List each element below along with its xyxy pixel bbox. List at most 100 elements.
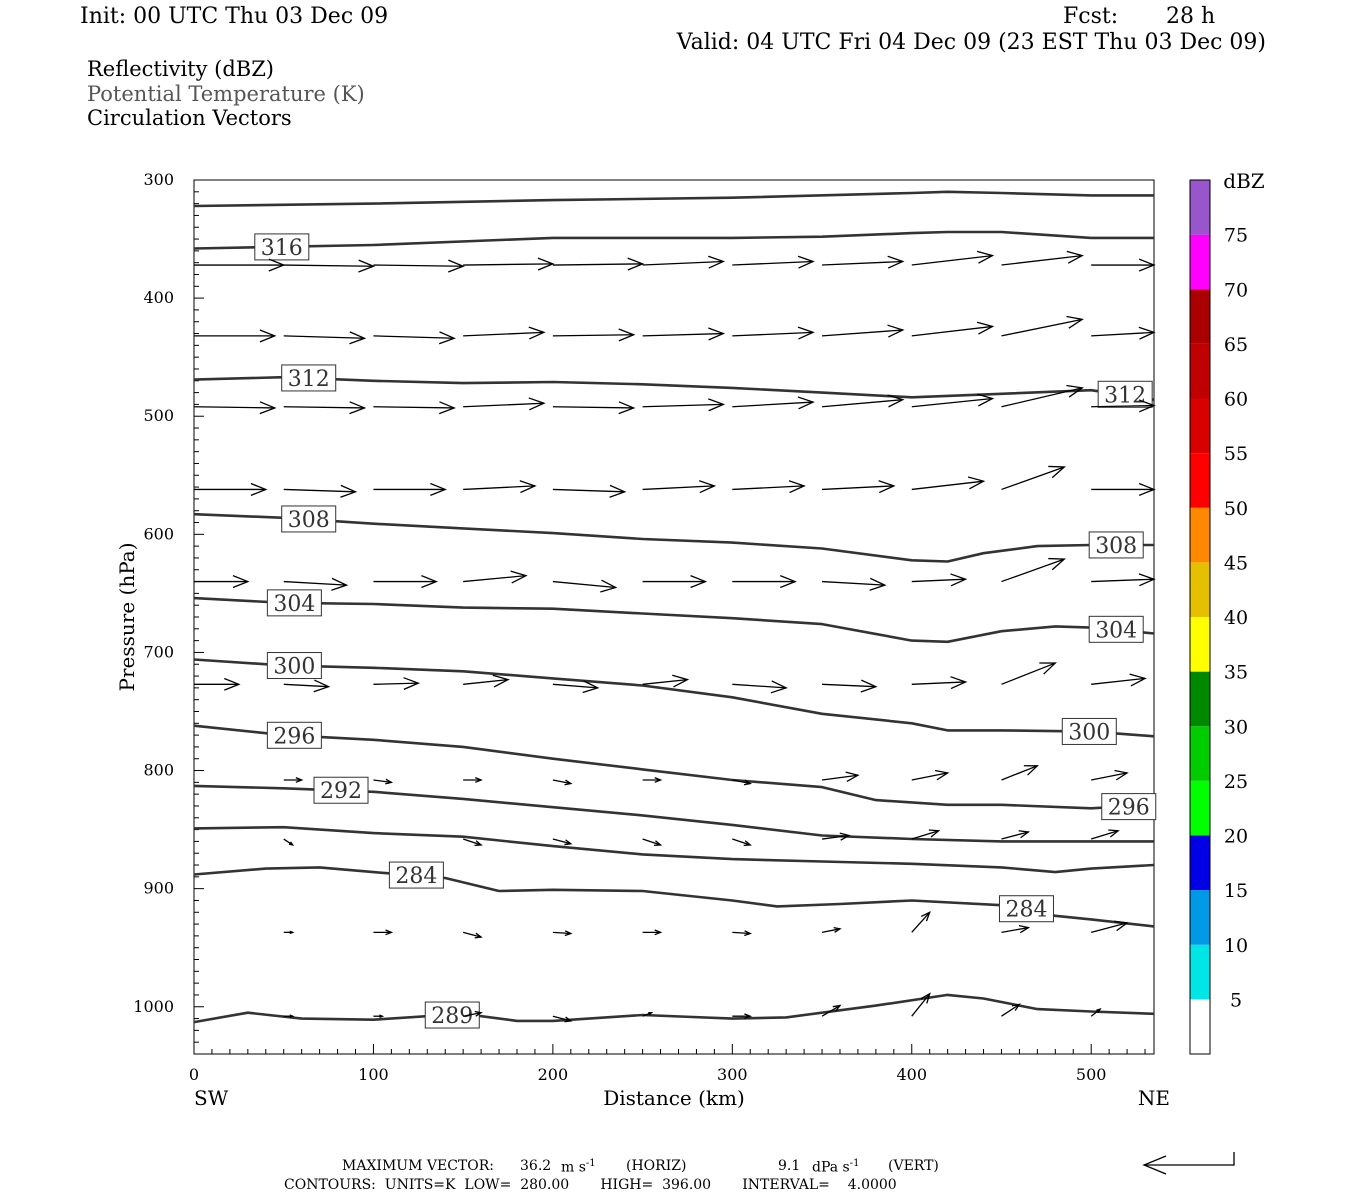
contour-label-box [998, 895, 1054, 923]
contour-label: 296 [1108, 796, 1150, 821]
vector-shaft [1001, 558, 1065, 583]
circulation-vector [373, 929, 394, 936]
colorbar-bin [1190, 234, 1210, 290]
contour-label: 312 [1104, 383, 1146, 408]
vector-head [967, 476, 986, 490]
vector-shaft [911, 578, 966, 583]
vector-head [564, 839, 573, 846]
vector-head [474, 840, 483, 847]
circulation-vector [552, 680, 600, 694]
circulation-vector [732, 480, 806, 494]
vector-head [474, 932, 483, 939]
vector-shaft [462, 931, 482, 938]
circulation-vector [373, 259, 465, 273]
circulation-vector [911, 829, 941, 840]
circulation-vector [642, 398, 726, 412]
circulation-vector [732, 326, 815, 340]
vector-head [887, 324, 905, 338]
vector-head [744, 1013, 753, 1020]
circulation-vector [732, 838, 752, 847]
circulation-vector [821, 926, 842, 933]
max-vector-label: MAXIMUM VECTOR: [342, 1158, 494, 1174]
max-horiz-tag: (HORIZ) [626, 1158, 687, 1174]
colorbar-tick-label: 35 [1224, 662, 1248, 684]
vector-head [839, 832, 851, 841]
circulation-vector [1090, 1008, 1102, 1017]
circulation-vector [1001, 465, 1066, 491]
circulation-vector [462, 838, 483, 847]
vector-head [510, 570, 528, 584]
vector-shaft [1001, 318, 1083, 337]
legend-reflectivity: Reflectivity (dBZ) [87, 57, 275, 81]
circulation-vector [911, 476, 986, 491]
vector-shaft [911, 325, 993, 337]
vector-head [1138, 258, 1156, 272]
circulation-vector [732, 255, 815, 269]
vector-shaft [373, 779, 392, 783]
vector-shaft [911, 681, 966, 685]
vector-head [1138, 326, 1156, 340]
circulation-vector [373, 482, 447, 496]
circulation-vector [373, 677, 421, 690]
max-vert-value: 9.1 [778, 1158, 801, 1174]
contour-label-box [281, 505, 337, 533]
max-vert-unit-exponent: -1 [849, 1158, 860, 1169]
colorbar-tick-label: 25 [1224, 771, 1248, 793]
circulation-vector [194, 677, 241, 691]
circulation-vector [821, 394, 905, 408]
vector-head [920, 992, 931, 1004]
contour-label: 304 [1095, 618, 1137, 643]
y-tick-label: 900 [143, 879, 174, 898]
circulation-vector [194, 575, 250, 589]
vector-head [331, 577, 349, 591]
vector-shaft [283, 683, 329, 688]
y-tick-label: 300 [143, 170, 174, 189]
vector-head [582, 680, 600, 694]
circulation-vector [1091, 769, 1129, 781]
legend-potential-temperature: Potential Temperature (K) [87, 82, 365, 106]
circulation-vector [1091, 258, 1156, 272]
vector-head [1114, 920, 1129, 932]
vector-head [920, 910, 931, 922]
vector-shaft [911, 911, 931, 933]
vector-shaft [821, 834, 850, 840]
circulation-vector [732, 575, 797, 589]
theta-contour-line [193, 230, 1154, 250]
vector-head [1011, 1003, 1021, 1011]
vector-shaft [1091, 404, 1155, 408]
vector-head [887, 255, 905, 269]
vector-head [259, 401, 277, 415]
vector-head [1129, 673, 1147, 687]
vector-shaft [821, 928, 841, 933]
circulation-vector [552, 328, 636, 342]
plot-frame [193, 179, 1155, 1055]
reference-vector-icon [1142, 1152, 1235, 1175]
vector-shaft [821, 329, 903, 337]
vector-shaft [283, 488, 356, 493]
vector-head [672, 674, 690, 688]
vector-head [430, 482, 447, 496]
theta-contour-line [193, 512, 1154, 563]
colorbar-tick-label: 15 [1224, 880, 1248, 902]
vector-head [744, 930, 753, 937]
contour-label-box [254, 233, 310, 261]
vector-shaft [1091, 578, 1155, 583]
vector-shaft [1091, 331, 1155, 337]
vector-head [349, 331, 367, 345]
vector-shaft [552, 488, 625, 493]
vector-shaft [463, 1012, 482, 1017]
x-tick-label: 200 [538, 1065, 569, 1084]
circulation-vector [283, 484, 358, 498]
vector-shaft [462, 838, 482, 846]
forecast-label: Fcst: [1063, 4, 1119, 29]
max-horiz-value: 36.2 [520, 1158, 552, 1174]
vector-head [379, 1014, 385, 1018]
vector-head [600, 579, 618, 593]
reflectivity-colorbar: 5 10 15 20 25 30 35 40 45 50 55 60 65 70 75 dBZ [1189, 169, 1265, 1055]
circulation-vector [552, 838, 573, 846]
theta-contour-line [193, 825, 1155, 874]
colorbar-bin [1190, 453, 1210, 508]
contour-label-box [388, 861, 444, 889]
colorbar-bin [1190, 180, 1210, 235]
vector-head [869, 577, 887, 591]
